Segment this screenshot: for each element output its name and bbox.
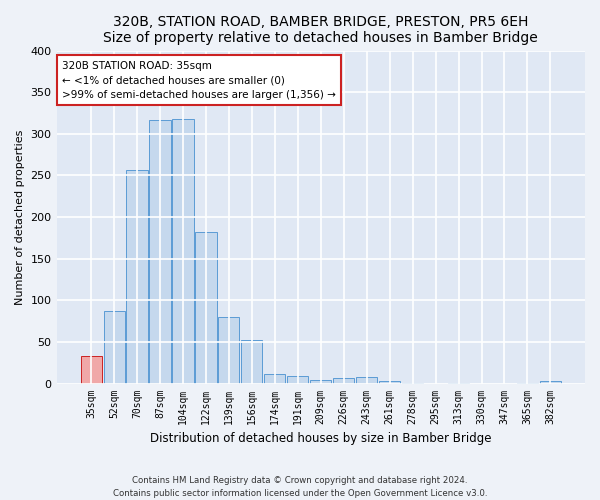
Bar bbox=[149, 120, 170, 384]
Bar bbox=[356, 377, 377, 384]
Y-axis label: Number of detached properties: Number of detached properties bbox=[15, 130, 25, 304]
Bar bbox=[80, 356, 101, 384]
Bar bbox=[172, 119, 194, 384]
Bar bbox=[379, 381, 400, 384]
Bar bbox=[264, 374, 286, 384]
Title: 320B, STATION ROAD, BAMBER BRIDGE, PRESTON, PR5 6EH
Size of property relative to: 320B, STATION ROAD, BAMBER BRIDGE, PREST… bbox=[103, 15, 538, 45]
Bar bbox=[402, 382, 423, 384]
Bar bbox=[310, 380, 331, 384]
Bar bbox=[517, 382, 538, 384]
Bar bbox=[540, 381, 561, 384]
Bar bbox=[287, 376, 308, 384]
Bar bbox=[241, 340, 262, 384]
Bar bbox=[196, 232, 217, 384]
Bar bbox=[127, 170, 148, 384]
X-axis label: Distribution of detached houses by size in Bamber Bridge: Distribution of detached houses by size … bbox=[150, 432, 491, 445]
Bar bbox=[333, 378, 354, 384]
Bar bbox=[448, 382, 469, 384]
Bar bbox=[104, 311, 125, 384]
Text: Contains HM Land Registry data © Crown copyright and database right 2024.
Contai: Contains HM Land Registry data © Crown c… bbox=[113, 476, 487, 498]
Bar bbox=[218, 317, 239, 384]
Text: 320B STATION ROAD: 35sqm
← <1% of detached houses are smaller (0)
>99% of semi-d: 320B STATION ROAD: 35sqm ← <1% of detach… bbox=[62, 60, 336, 100]
